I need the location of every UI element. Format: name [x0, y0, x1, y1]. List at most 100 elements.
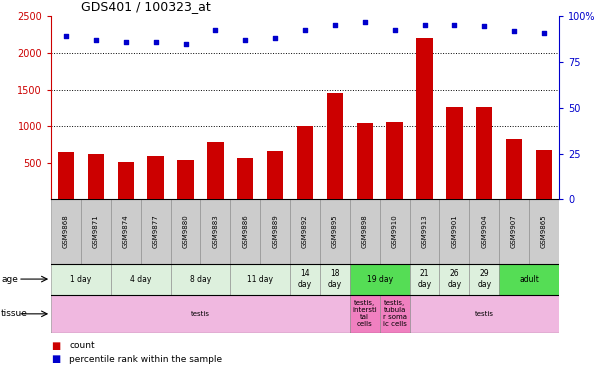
Bar: [111, 199, 141, 264]
Bar: [506, 139, 522, 199]
Text: adult: adult: [519, 274, 539, 284]
Bar: [51, 264, 111, 295]
Text: GSM9871: GSM9871: [93, 214, 99, 249]
Bar: [267, 151, 283, 199]
Text: GSM9913: GSM9913: [421, 214, 427, 249]
Bar: [409, 199, 439, 264]
Bar: [409, 264, 439, 295]
Text: GSM9886: GSM9886: [242, 214, 248, 249]
Bar: [499, 199, 529, 264]
Text: GSM9895: GSM9895: [332, 215, 338, 248]
Text: GDS401 / 100323_at: GDS401 / 100323_at: [81, 0, 211, 13]
Text: GSM9892: GSM9892: [302, 215, 308, 248]
Point: [330, 22, 340, 27]
Bar: [290, 199, 320, 264]
Text: GSM9868: GSM9868: [63, 214, 69, 249]
Point: [61, 33, 71, 39]
Bar: [469, 199, 499, 264]
Text: tissue: tissue: [1, 309, 28, 318]
Point: [240, 37, 250, 43]
Point: [210, 27, 220, 33]
Text: testis: testis: [475, 311, 494, 317]
Text: 1 day: 1 day: [70, 274, 91, 284]
Text: GSM9889: GSM9889: [272, 214, 278, 249]
Text: testis,
tubula
r soma
ic cells: testis, tubula r soma ic cells: [383, 300, 407, 327]
Bar: [290, 264, 320, 295]
Point: [509, 28, 519, 34]
Bar: [230, 199, 260, 264]
Text: GSM9910: GSM9910: [392, 214, 398, 249]
Bar: [350, 295, 380, 333]
Bar: [118, 162, 134, 199]
Text: age: age: [1, 274, 18, 284]
Bar: [297, 126, 313, 199]
Bar: [350, 199, 380, 264]
Bar: [81, 199, 111, 264]
Bar: [356, 123, 373, 199]
Bar: [446, 107, 463, 199]
Text: GSM9907: GSM9907: [511, 214, 517, 249]
Bar: [327, 93, 343, 199]
Bar: [147, 156, 164, 199]
Text: 19 day: 19 day: [367, 274, 392, 284]
Point: [539, 30, 549, 36]
Bar: [469, 264, 499, 295]
Text: GSM9877: GSM9877: [153, 214, 159, 249]
Bar: [380, 199, 409, 264]
Bar: [58, 152, 75, 199]
Point: [480, 23, 489, 29]
Text: 14
day: 14 day: [298, 269, 312, 289]
Bar: [141, 199, 171, 264]
Text: GSM9904: GSM9904: [481, 215, 487, 248]
Bar: [499, 264, 559, 295]
Bar: [439, 264, 469, 295]
Bar: [439, 199, 469, 264]
Bar: [207, 142, 224, 199]
Text: 21
day: 21 day: [418, 269, 432, 289]
Text: testis: testis: [191, 311, 210, 317]
Bar: [88, 154, 104, 199]
Text: percentile rank within the sample: percentile rank within the sample: [69, 355, 222, 364]
Point: [360, 19, 370, 25]
Point: [181, 41, 191, 46]
Bar: [529, 199, 559, 264]
Text: ■: ■: [51, 354, 60, 365]
Bar: [535, 150, 552, 199]
Bar: [416, 38, 433, 199]
Text: 18
day: 18 day: [328, 269, 342, 289]
Bar: [51, 199, 81, 264]
Bar: [201, 199, 230, 264]
Point: [91, 37, 101, 43]
Text: GSM9865: GSM9865: [541, 215, 547, 248]
Bar: [476, 107, 492, 199]
Text: GSM9874: GSM9874: [123, 215, 129, 248]
Bar: [171, 199, 201, 264]
Text: 26
day: 26 day: [447, 269, 462, 289]
Text: 8 day: 8 day: [190, 274, 211, 284]
Bar: [177, 160, 194, 199]
Bar: [380, 295, 409, 333]
Text: 11 day: 11 day: [247, 274, 273, 284]
Bar: [386, 122, 403, 199]
Text: testis,
intersti
tal
cells: testis, intersti tal cells: [352, 300, 377, 327]
Bar: [320, 199, 350, 264]
Point: [121, 39, 130, 45]
Text: count: count: [69, 341, 95, 350]
Text: GSM9901: GSM9901: [451, 214, 457, 249]
Point: [450, 22, 459, 27]
Point: [390, 27, 400, 33]
Point: [151, 39, 160, 45]
Bar: [51, 295, 350, 333]
Bar: [320, 264, 350, 295]
Text: GSM9880: GSM9880: [183, 214, 189, 249]
Point: [270, 35, 280, 41]
Bar: [230, 264, 290, 295]
Text: 4 day: 4 day: [130, 274, 151, 284]
Point: [300, 27, 310, 33]
Text: GSM9883: GSM9883: [212, 214, 218, 249]
Text: GSM9898: GSM9898: [362, 214, 368, 249]
Bar: [409, 295, 559, 333]
Bar: [111, 264, 171, 295]
Bar: [260, 199, 290, 264]
Bar: [350, 264, 409, 295]
